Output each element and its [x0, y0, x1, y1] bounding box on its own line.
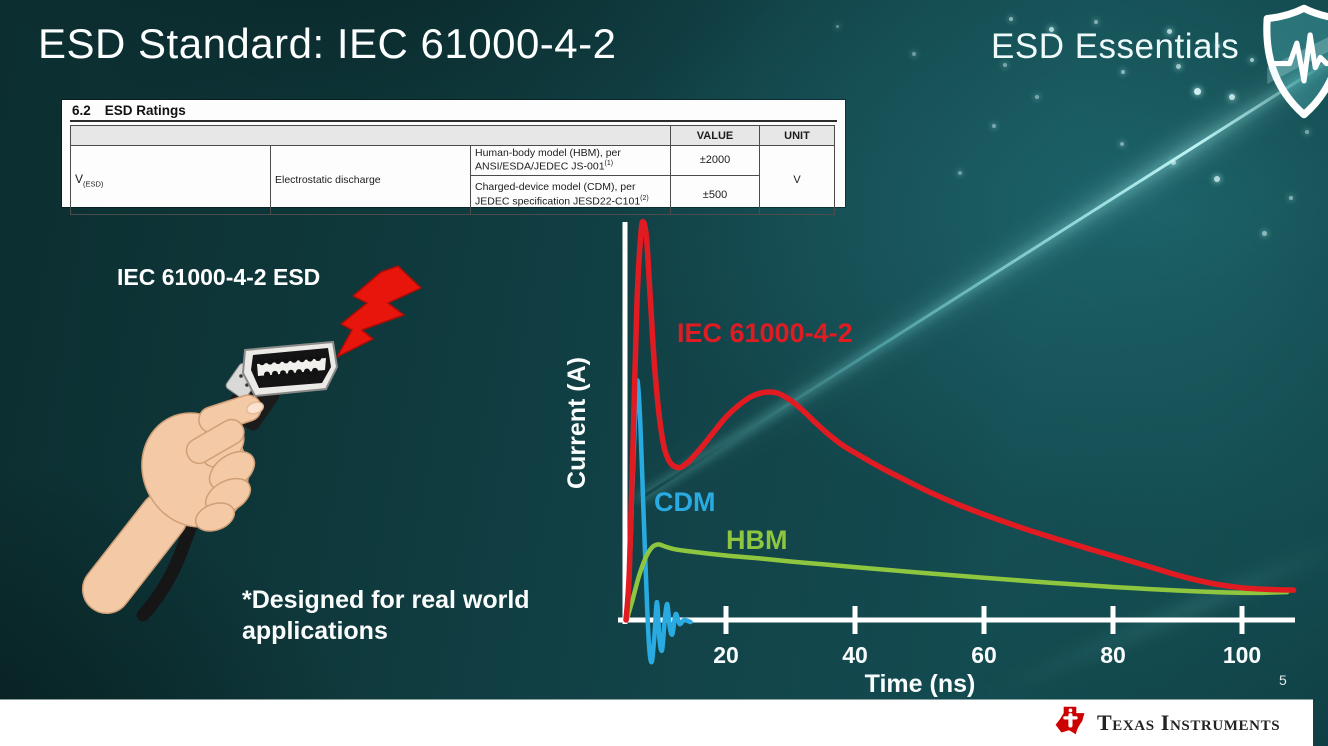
y-axis-label: Current (A) [563, 357, 591, 489]
star-dot [836, 25, 839, 28]
x-tick-label: 80 [1100, 642, 1126, 668]
ti-letter-dot [1068, 708, 1073, 713]
star-dot [1121, 70, 1125, 74]
symbol-subscript: (ESD) [83, 179, 104, 189]
footnote-superscript: (1) [604, 160, 614, 168]
section-title: ESD Ratings [104, 103, 186, 118]
star-dot [1194, 88, 1201, 95]
heartbeat-pulse-icon [1271, 32, 1328, 84]
page-number: 5 [1279, 672, 1287, 688]
x-tick-label: 40 [842, 642, 868, 668]
symbol: V [75, 171, 84, 186]
star-dot [1214, 176, 1220, 182]
star-dot [1049, 27, 1054, 32]
header-empty-cell [70, 125, 671, 146]
star-dot [1176, 64, 1181, 69]
star-dot [1250, 58, 1254, 62]
thumb [185, 418, 245, 465]
header-unit: UNIT [759, 125, 835, 146]
illustration-label: IEC 61000-4-2 ESD [117, 264, 321, 290]
hdmi-connector [241, 340, 339, 398]
star-dot [958, 171, 962, 175]
section-number: 6.2 [72, 103, 91, 118]
series-curve-HBM [624, 542, 1290, 623]
star-dot [1120, 142, 1124, 146]
cdm-value-cell: ±500 [670, 174, 760, 215]
star-dot [1094, 20, 1098, 24]
series-label-IEC-61000-4-2: IEC 61000-4-2 [677, 318, 853, 348]
footer-bar: Texas Instruments [0, 700, 1313, 746]
table-section-heading: 6.2 ESD Ratings [70, 102, 837, 122]
ratings-table-panel: 6.2 ESD Ratings VALUE UNIT V(ESD) Electro… [62, 100, 845, 215]
footnote-superscript: (2) [640, 194, 649, 202]
ti-logo: Texas Instruments [1052, 704, 1280, 742]
curled-finger [194, 502, 236, 532]
series-curve-IEC-61000-4-2 [623, 218, 1297, 623]
unit-cell: V [759, 145, 835, 215]
x-axis-label: Time (ns) [865, 670, 976, 698]
footnote: *Designed for real world applications [242, 586, 530, 645]
x-tick-label: 20 [713, 642, 739, 668]
fingernail [245, 401, 265, 415]
star-dot [1305, 130, 1309, 134]
ratings-table: VALUE UNIT V(ESD) Electrostatic discharg… [70, 125, 835, 215]
star-dot [1003, 63, 1007, 67]
cdm-description-cell: Charged-device model (CDM), per JEDEC sp… [470, 174, 671, 215]
hand-cable-illustration [81, 265, 422, 622]
parameter-cell: Electrostatic discharge [270, 145, 471, 215]
series-title: ESD Essentials [991, 27, 1240, 66]
star-dot [1035, 95, 1039, 99]
hdmi-pins [258, 354, 322, 378]
star-dot [1216, 44, 1220, 48]
ti-logo-text: Texas Instruments [1097, 710, 1281, 735]
hbm-value-cell: ±2000 [670, 145, 760, 176]
series-label-CDM: CDM [654, 487, 716, 517]
x-tick-label: 100 [1223, 642, 1261, 668]
star-dot [1289, 196, 1293, 200]
symbol-cell: V(ESD) [70, 145, 271, 215]
strain-dot [239, 374, 243, 378]
ti-letter-stem [1068, 713, 1073, 728]
ti-logo-icon [1055, 706, 1085, 735]
star-dot [1009, 17, 1013, 21]
lightning-bolt-icon [336, 265, 422, 358]
series-label-HBM: HBM [726, 525, 788, 555]
hand [81, 394, 265, 614]
star-dot [1229, 94, 1235, 100]
star-dot [992, 124, 996, 128]
x-tick-label: 60 [971, 642, 997, 668]
esd-waveform-chart: 20 40 60 80 100 Time (ns) Current (A) CDM HBM IEC… [563, 218, 1297, 698]
star-dot [1171, 160, 1176, 165]
header-value: VALUE [670, 125, 760, 146]
star-dot [1262, 231, 1267, 236]
hbm-description-cell: Human-body model (HBM), per ANSI/ESDA/JE… [470, 145, 671, 176]
star-dot [1167, 29, 1172, 34]
esd-shield-icon [1263, 4, 1328, 119]
ti-letter-bar [1063, 716, 1078, 720]
star-dot [912, 52, 916, 56]
slide-title: ESD Standard: IEC 61000-4-2 [38, 20, 617, 67]
